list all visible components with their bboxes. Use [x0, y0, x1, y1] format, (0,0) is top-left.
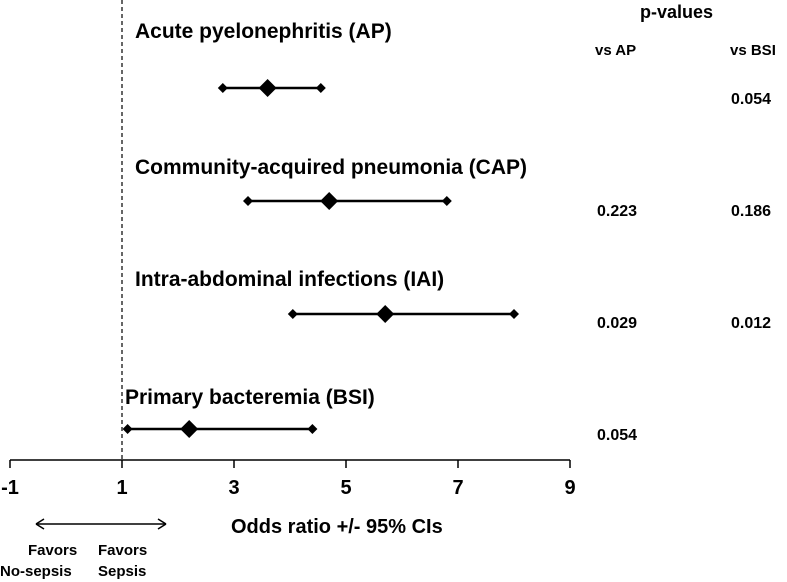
forest-groups: Acute pyelonephritis (AP) 0.054 Community-… — [122, 20, 771, 444]
favors-left-line2: No-sepsis — [0, 563, 72, 580]
odds-ratio-marker — [258, 79, 277, 97]
x-tick-label: 7 — [452, 477, 463, 499]
favors-arrows — [35, 518, 167, 530]
forest-group: Acute pyelonephritis (AP) 0.054 — [135, 20, 771, 108]
pvalue-vs-ap: 0.223 — [597, 203, 637, 220]
x-axis-ticks: -1 1 3 5 7 9 — [1, 460, 576, 499]
forest-group: Community-acquired pneumonia (CAP) 0.223 0… — [135, 156, 771, 220]
ci-lower-marker — [243, 196, 253, 206]
ci-upper-marker — [509, 309, 519, 319]
favors-left-line1: Favors — [28, 542, 77, 559]
pvalue-vs-ap: 0.029 — [597, 315, 637, 332]
x-tick-label: 3 — [228, 477, 239, 499]
x-axis-label: Odds ratio +/- 95% CIs — [231, 516, 443, 538]
pvalues-col-vs-ap: vs AP — [595, 42, 636, 59]
ci-lower-marker — [122, 424, 133, 434]
x-tick-label: 9 — [564, 477, 575, 499]
ci-upper-marker — [307, 424, 318, 434]
pvalue-vs-bsi: 0.012 — [731, 315, 771, 332]
forest-group: Intra-abdominal infections (IAI) 0.029 0.0… — [135, 268, 771, 332]
favors-right-line2: Sepsis — [98, 563, 146, 580]
group-label: Community-acquired pneumonia (CAP) — [135, 156, 527, 179]
pvalues-col-vs-bsi: vs BSI — [730, 42, 776, 59]
pvalues-title: p-values — [640, 2, 713, 22]
group-label: Acute pyelonephritis (AP) — [135, 20, 392, 43]
odds-ratio-marker — [180, 420, 199, 438]
forest-group: Primary bacteremia (BSI) 0.054 — [122, 386, 637, 444]
x-tick-label: 5 — [340, 477, 351, 499]
odds-ratio-marker — [376, 305, 395, 323]
pvalue-vs-bsi: 0.186 — [731, 203, 771, 220]
x-tick-label: -1 — [1, 477, 19, 499]
favors-right-line1: Favors — [98, 542, 147, 559]
ci-upper-marker — [315, 83, 326, 93]
ci-lower-marker — [217, 83, 228, 93]
x-tick-label: 1 — [116, 477, 127, 499]
ci-upper-marker — [441, 196, 452, 206]
odds-ratio-marker — [320, 192, 339, 210]
group-label: Primary bacteremia (BSI) — [125, 386, 375, 409]
pvalue-vs-ap: 0.054 — [597, 427, 637, 444]
pvalue-vs-bsi: 0.054 — [731, 91, 771, 108]
ci-lower-marker — [287, 309, 298, 319]
group-label: Intra-abdominal infections (IAI) — [135, 268, 444, 291]
